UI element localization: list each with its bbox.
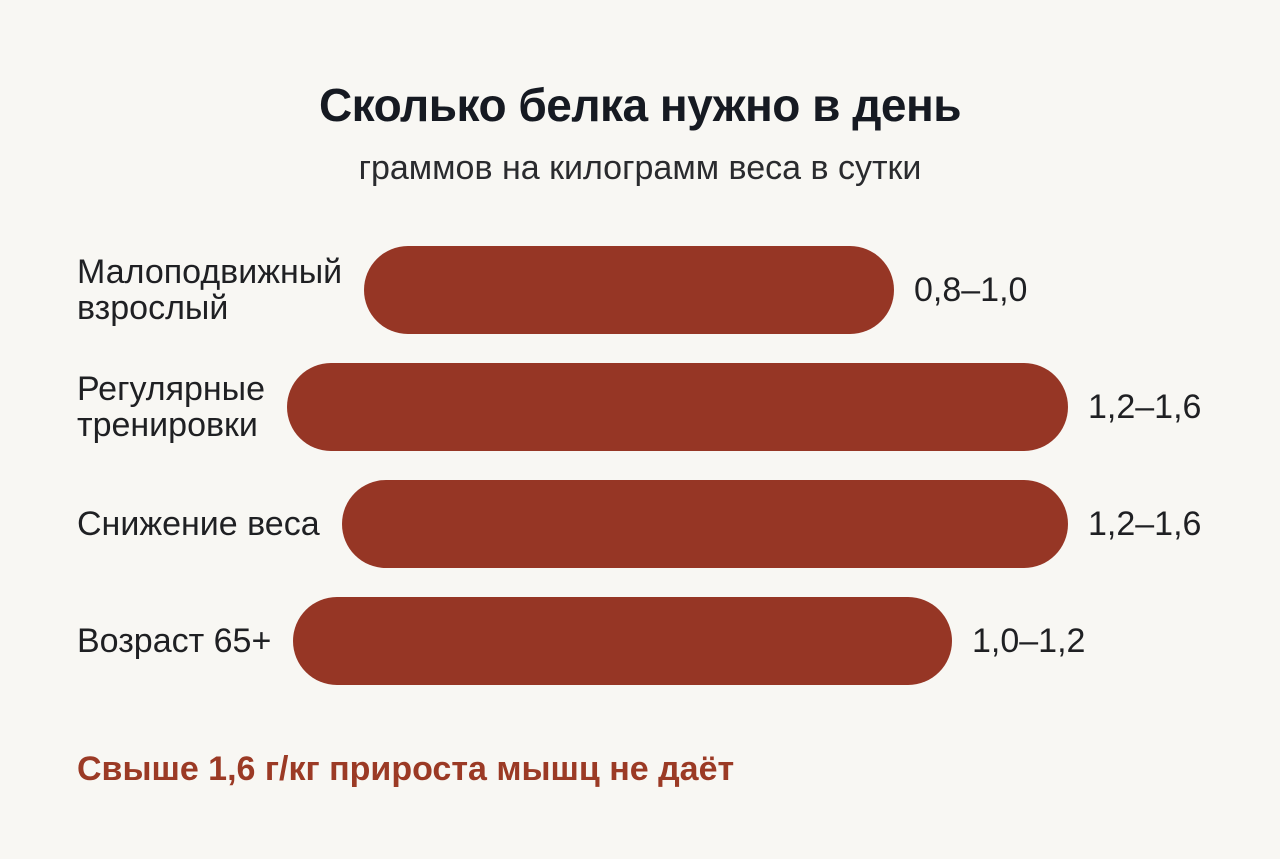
category-label: Малоподвижный взрослый [77,253,343,327]
bar [364,246,894,334]
category-label: Снижение веса [77,505,320,543]
category-label: Возраст 65+ [77,622,272,660]
value-label: 0,8–1,0 [914,271,1028,309]
bar [342,480,1068,568]
chart-subtitle: граммов на килограмм веса в сутки [358,149,922,187]
value-label: 1,2–1,6 [1088,505,1202,543]
chart-title: Сколько белка нужно в день [318,79,962,131]
footnote: Свыше 1,6 г/кг прироста мышц не даёт [77,750,735,788]
bar [293,597,952,685]
bar [287,363,1068,451]
value-label: 1,2–1,6 [1088,388,1202,426]
value-label: 1,0–1,2 [972,622,1086,660]
category-label: Регулярные тренировки [77,370,266,444]
